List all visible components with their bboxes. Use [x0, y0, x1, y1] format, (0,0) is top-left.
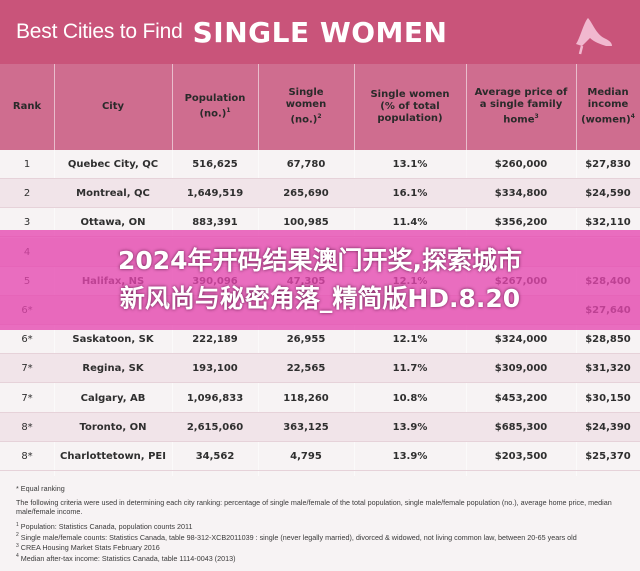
watermark-line-2: 新风尚与秘密角落_精简版HD.8.20	[119, 284, 521, 313]
cell-pct: 12.1%	[392, 334, 428, 346]
table-row: 6* Saskatoon, SK 222,189 26,955 12.1% $324,00…	[0, 325, 640, 355]
column-header-single-women-pct: Single women (% of total population)	[370, 89, 450, 124]
column-header-median-income: Median income (women)4	[581, 87, 635, 126]
watermark-banner: 2024年开码结果澳门开奖,探索城市 新风尚与秘密角落_精简版HD.8.20	[0, 230, 640, 330]
cell-pct: 10.8%	[392, 392, 428, 404]
cell-rank: 8*	[21, 421, 33, 433]
cell-pct: 11.4%	[392, 217, 428, 229]
footnote-source: 4 Median after-tax income: Statistics Can…	[16, 553, 236, 563]
watermark-line-1: 2024年开码结果澳门开奖,探索城市	[117, 246, 523, 275]
column-header-single-women: Single women (no.)2	[285, 87, 327, 126]
table-row: 1 Quebec City, QC 516,625 67,780 13.1% $260,0…	[0, 150, 640, 179]
cell-single: 22,565	[286, 363, 326, 375]
cell-rank: 7*	[21, 392, 33, 404]
column-header-city: City	[101, 101, 125, 112]
column-header-population: Population (no.)1	[184, 93, 246, 120]
cell-city: Ottawa, ON	[80, 217, 146, 229]
cell-income: $24,590	[585, 188, 631, 200]
footnote-equal-ranking: * Equal ranking	[16, 484, 65, 493]
cell-income: $28,850	[585, 334, 631, 346]
cell-population: 1,096,833	[186, 392, 244, 404]
cell-rank: 3	[23, 217, 31, 229]
cell-income: $27,830	[585, 159, 631, 170]
table-row: 7* Regina, SK 193,100 22,565 11.7% $309,000 $3…	[0, 354, 640, 384]
cell-price: $260,000	[494, 159, 548, 170]
cell-single: 67,780	[286, 159, 326, 170]
cell-income: $32,110	[585, 217, 631, 229]
cell-single: 363,125	[283, 421, 329, 433]
cell-population: 1,649,519	[186, 188, 244, 200]
title-bold: SINGLE WOMEN	[192, 15, 448, 49]
cell-income: $24,390	[585, 421, 631, 433]
cell-price: $203,500	[494, 451, 548, 462]
cell-single: 26,955	[286, 334, 326, 346]
cell-income: $30,150	[585, 392, 631, 404]
table-row: 8* Toronto, ON 2,615,060 363,125 13.9% $685,3…	[0, 412, 640, 442]
cell-price: $309,000	[494, 363, 548, 375]
cell-rank: 1	[23, 159, 31, 170]
footnote-criteria: The following criteria were used in dete…	[16, 498, 612, 516]
cell-pct: 13.1%	[392, 159, 428, 170]
cell-population: 516,625	[192, 159, 238, 170]
cell-pct: 13.9%	[392, 451, 428, 462]
cell-population: 222,189	[192, 334, 238, 346]
cell-price: $685,300	[494, 421, 548, 433]
table-header: Rank City Population (no.)1 Single women…	[0, 64, 640, 150]
cell-price: $356,200	[494, 217, 548, 229]
table-row: 7* Calgary, AB 1,096,833 118,260 10.8% $453,2…	[0, 384, 640, 413]
cell-price: $324,000	[494, 334, 548, 346]
cell-price: $453,200	[494, 392, 548, 404]
footnote-source: 3 CREA Housing Market Stats February 2016	[16, 542, 160, 553]
page-header: Best Cities to Find SINGLE WOMEN	[0, 0, 640, 64]
cell-city: Saskatoon, SK	[72, 334, 154, 346]
cell-city: Charlottetown, PEI	[60, 451, 166, 462]
cell-single: 265,690	[283, 188, 329, 200]
column-header-home-price: Average price of a single family home3	[474, 87, 568, 126]
cell-population: 883,391	[192, 217, 238, 229]
title-light: Best Cities to Find	[16, 20, 183, 43]
column-header-rank: Rank	[12, 101, 42, 112]
cell-single: 4,795	[290, 451, 322, 462]
cell-rank: 8*	[21, 451, 33, 462]
cell-pct: 16.1%	[392, 188, 428, 200]
cell-rank: 7*	[21, 363, 33, 375]
footnote-sources: 1 Population: Statistics Canada, populati…	[16, 521, 626, 563]
cell-rank: 2	[23, 188, 31, 200]
cell-population: 193,100	[192, 363, 238, 375]
cell-city: Toronto, ON	[79, 421, 147, 433]
cell-single: 100,985	[283, 217, 329, 229]
table-row: 8* Charlottetown, PEI 34,562 4,795 13.9% $203…	[0, 442, 640, 471]
cell-city: Montreal, QC	[76, 188, 150, 200]
cell-income: $25,370	[585, 451, 631, 462]
cell-city: Regina, SK	[82, 363, 144, 375]
table-row: 2 Montreal, QC 1,649,519 265,690 16.1% $334,8…	[0, 179, 640, 209]
footnotes: * Equal ranking The following criteria w…	[16, 484, 626, 563]
cell-population: 2,615,060	[186, 421, 244, 433]
footnote-source: 1 Population: Statistics Canada, populati…	[16, 522, 193, 532]
cell-single: 118,260	[283, 392, 329, 404]
cell-pct: 13.9%	[392, 421, 428, 433]
high-heel-shoe-icon	[576, 18, 612, 55]
cell-pct: 11.7%	[392, 363, 428, 375]
cell-city: Calgary, AB	[80, 392, 146, 404]
cell-income: $31,320	[585, 363, 631, 375]
cell-city: Quebec City, QC	[67, 159, 159, 170]
cell-population: 34,562	[195, 451, 235, 462]
cell-rank: 6*	[21, 334, 33, 346]
footnote-source: 2 Single male/female counts: Statistics C…	[16, 532, 577, 542]
cell-price: $334,800	[494, 188, 548, 200]
